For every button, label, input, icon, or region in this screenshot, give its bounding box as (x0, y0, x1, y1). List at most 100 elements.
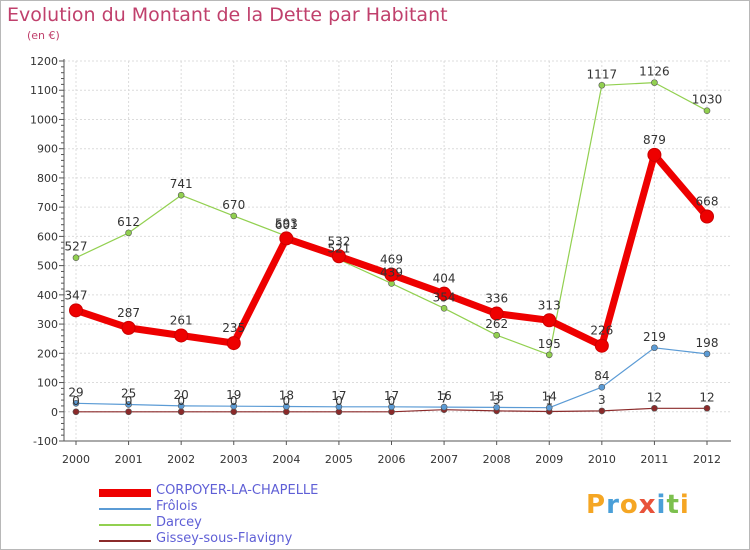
x-tick-label: 2004 (272, 453, 300, 466)
data-label-corpoyer: 313 (538, 298, 561, 312)
x-tick-label: 2003 (220, 453, 248, 466)
legend-label-darcey: Darcey (156, 515, 202, 530)
legend-label-frolois: Frôlois (156, 499, 198, 514)
data-label-darcey: 601 (275, 218, 298, 232)
data-label-corpoyer: 593 (275, 216, 298, 230)
data-label-gissey: 0 (230, 394, 238, 408)
y-tick-label: 900 (37, 143, 58, 156)
y-tick-label: 1000 (30, 113, 58, 126)
data-label-darcey: 741 (170, 177, 193, 191)
data-label-darcey: 354 (433, 290, 456, 304)
data-point-darcey (703, 107, 711, 114)
data-label-gissey: 0 (125, 394, 133, 408)
data-label-corpoyer: 235 (222, 321, 245, 335)
data-point-frolois (440, 403, 448, 411)
data-label-darcey: 195 (538, 337, 561, 351)
data-point-darcey (177, 191, 185, 199)
data-label-gissey: 0 (283, 394, 291, 408)
x-tick-label: 2001 (115, 453, 143, 466)
data-point-corpoyer (384, 267, 399, 282)
y-tick-label: 200 (37, 347, 58, 360)
data-label-frolois: 19 (226, 388, 241, 402)
data-point-corpoyer (489, 306, 504, 321)
data-label-corpoyer: 261 (170, 313, 193, 327)
data-point-darcey (440, 304, 448, 312)
data-label-gissey: 0 (72, 394, 80, 408)
data-label-darcey: 612 (117, 215, 140, 229)
proxiti-logo: Proxiti (586, 490, 690, 520)
data-point-darcey (598, 81, 606, 89)
data-label-frolois: 219 (643, 330, 666, 344)
data-point-corpoyer (700, 209, 714, 224)
x-tick-label: 2009 (535, 453, 563, 466)
data-label-darcey: 521 (327, 241, 350, 255)
data-point-frolois (177, 402, 185, 410)
data-label-corpoyer: 879 (643, 133, 666, 147)
data-point-darcey (72, 254, 80, 262)
logo-letter: i (656, 490, 667, 520)
data-point-frolois (598, 383, 606, 391)
data-label-corpoyer: 226 (590, 324, 613, 338)
data-label-frolois: 25 (121, 386, 136, 400)
chart-unit-label: (en €) (27, 29, 60, 42)
y-tick-label: 0 (51, 406, 58, 419)
data-label-gissey: 0 (177, 394, 185, 408)
y-tick-label: 600 (37, 230, 58, 243)
x-tick-label: 2002 (167, 453, 195, 466)
data-label-frolois: 29 (68, 385, 83, 399)
data-label-corpoyer: 336 (485, 292, 508, 306)
data-point-corpoyer (647, 147, 662, 162)
data-point-frolois (230, 402, 238, 410)
data-point-corpoyer (437, 286, 452, 301)
data-point-frolois (125, 401, 132, 408)
data-label-corpoyer: 287 (117, 306, 140, 320)
data-point-corpoyer (226, 336, 241, 351)
data-point-darcey (651, 79, 658, 86)
logo-letter: t (666, 490, 680, 520)
data-point-frolois (388, 403, 395, 411)
data-point-corpoyer (121, 320, 136, 335)
logo-letter: r (606, 490, 620, 520)
x-tick-label: 2010 (588, 453, 616, 466)
data-label-frolois: 17 (331, 389, 346, 403)
x-tick-label: 2011 (640, 453, 668, 466)
data-label-darcey: 670 (222, 198, 245, 212)
y-tick-label: 1200 (30, 55, 58, 68)
data-label-gissey: 0 (335, 394, 343, 408)
data-label-frolois: 84 (594, 369, 609, 383)
axes: -100010020030040050060070080090010001100… (30, 55, 731, 466)
data-point-gissey (177, 408, 185, 416)
data-point-corpoyer (331, 249, 346, 264)
data-label-frolois: 15 (489, 389, 504, 403)
y-tick-label: 300 (37, 318, 58, 331)
x-tick-label: 2005 (325, 453, 353, 466)
data-point-gissey (598, 407, 606, 415)
data-label-frolois: 17 (384, 389, 399, 403)
data-label-corpoyer: 532 (327, 234, 350, 248)
logo-letter: i (679, 490, 690, 520)
data-label-darcey: 1117 (587, 67, 618, 81)
y-tick-label: 500 (37, 260, 58, 273)
legend-label-gissey: Gissey-sous-Flavigny (156, 531, 293, 546)
data-point-frolois (703, 350, 711, 358)
data-label-gissey: 1 (545, 393, 553, 407)
data-label-gissey: 0 (388, 394, 396, 408)
y-tick-label: 700 (37, 201, 58, 214)
data-label-gissey: 3 (598, 393, 606, 407)
legend-swatch-darcey (99, 524, 151, 526)
data-point-gissey (230, 408, 238, 416)
data-label-frolois: 14 (542, 390, 557, 404)
data-point-frolois (283, 403, 290, 410)
data-label-frolois: 18 (279, 389, 294, 403)
data-label-gissey: 12 (647, 390, 662, 404)
data-label-frolois: 20 (174, 388, 189, 402)
data-label-corpoyer: 469 (380, 253, 403, 267)
x-tick-label: 2000 (62, 453, 90, 466)
data-label-frolois: 16 (436, 389, 451, 403)
data-point-frolois (72, 399, 80, 407)
data-point-corpoyer (174, 328, 189, 343)
data-point-darcey (125, 229, 132, 237)
data-point-corpoyer (542, 313, 557, 328)
y-tick-label: 100 (37, 377, 58, 390)
data-label-corpoyer: 404 (433, 272, 456, 286)
